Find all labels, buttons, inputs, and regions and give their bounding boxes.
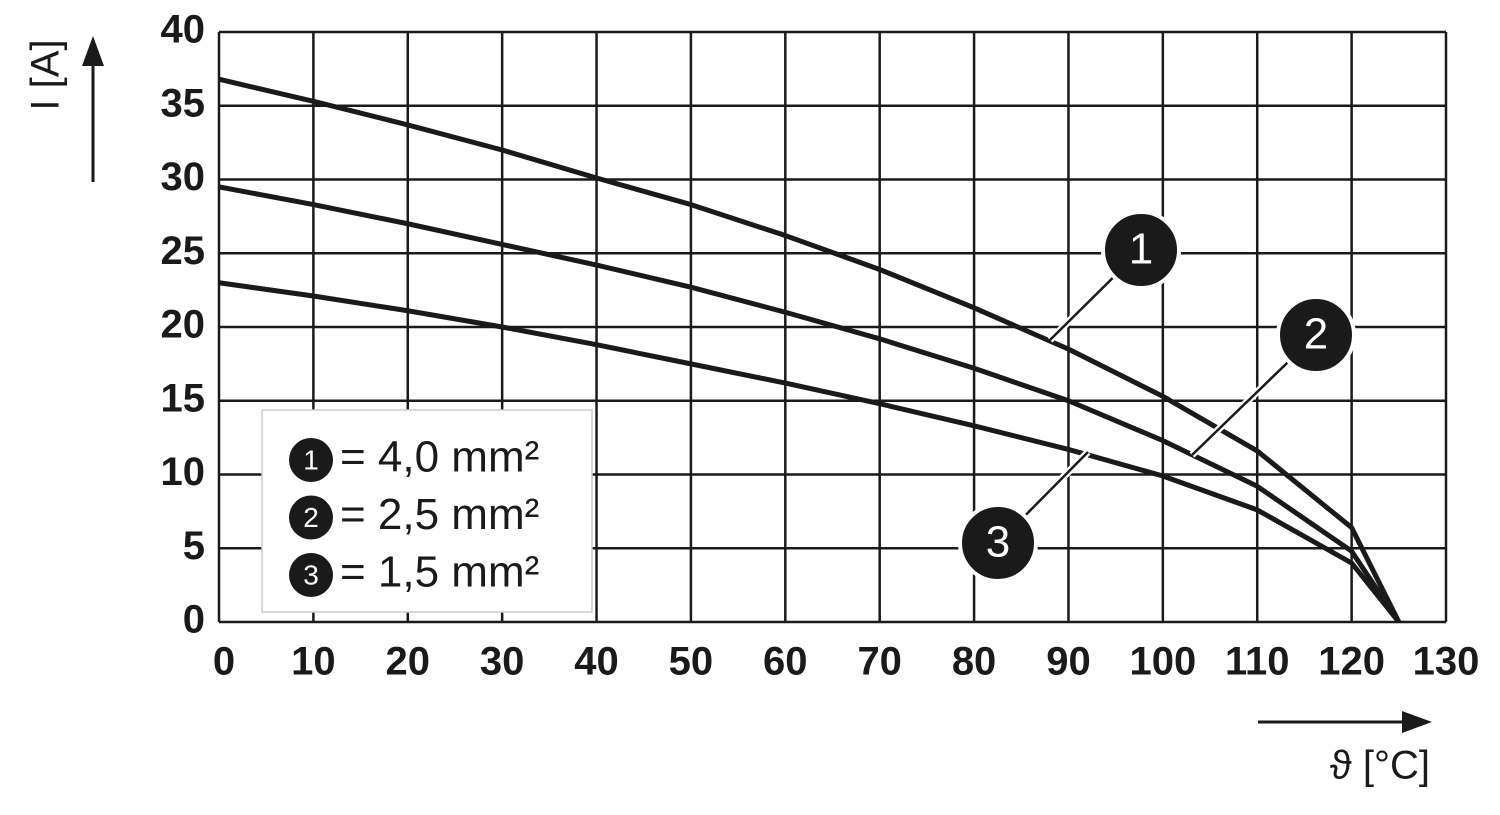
y-tick-label: 35 bbox=[161, 81, 206, 125]
series-line bbox=[218, 76, 1402, 624]
series-line bbox=[218, 280, 1401, 624]
callout-circle bbox=[1276, 295, 1356, 375]
x-tick-label: 20 bbox=[386, 640, 431, 684]
x-tick-label: 70 bbox=[857, 640, 902, 684]
callout-label: 2 bbox=[1304, 310, 1328, 359]
x-tick-label: 110 bbox=[1225, 640, 1290, 684]
callout-label: 1 bbox=[1129, 225, 1153, 274]
y-tick-label: 20 bbox=[161, 303, 206, 347]
x-tick-label: 60 bbox=[763, 640, 808, 684]
legend-label: = 1,5 mm² bbox=[340, 548, 539, 597]
callout-circle bbox=[1101, 210, 1181, 290]
x-tick-label: 50 bbox=[669, 640, 714, 684]
series-line bbox=[218, 184, 1401, 624]
x-tick-label: 0 bbox=[213, 640, 235, 684]
x-tick-label: 10 bbox=[291, 640, 336, 684]
legend-marker-label: 2 bbox=[303, 502, 319, 533]
x-tick-label: 120 bbox=[1318, 640, 1385, 684]
y-tick-label: 30 bbox=[161, 155, 206, 199]
legend-marker bbox=[289, 438, 333, 482]
callout-label: 3 bbox=[986, 518, 1010, 567]
x-tick-label: 90 bbox=[1046, 640, 1091, 684]
y-tick-label: 10 bbox=[161, 450, 206, 494]
y-axis-label: I [A] bbox=[24, 39, 68, 110]
legend-label: = 4,0 mm² bbox=[340, 433, 539, 482]
callout-circle bbox=[958, 503, 1038, 583]
x-tick-label: 80 bbox=[952, 640, 997, 684]
y-tick-label: 25 bbox=[161, 229, 206, 273]
x-tick-label: 30 bbox=[480, 640, 525, 684]
y-tick-label: 0 bbox=[183, 598, 205, 642]
y-tick-label: 5 bbox=[183, 524, 205, 568]
x-tick-label: 100 bbox=[1129, 640, 1196, 684]
x-tick-label: 40 bbox=[574, 640, 619, 684]
legend-marker-label: 3 bbox=[303, 559, 319, 590]
y-axis-arrowhead bbox=[82, 36, 104, 66]
x-axis-label: ϑ [°C] bbox=[1330, 744, 1430, 788]
legend-marker-label: 1 bbox=[303, 444, 319, 475]
legend-marker bbox=[289, 495, 333, 540]
y-tick-label: 40 bbox=[161, 8, 206, 52]
legend-marker bbox=[289, 553, 333, 597]
legend-label: = 2,5 mm² bbox=[340, 490, 539, 539]
y-tick-label: 15 bbox=[161, 376, 206, 420]
x-tick-label: 130 bbox=[1413, 640, 1480, 684]
x-axis-arrowhead bbox=[1402, 711, 1432, 733]
